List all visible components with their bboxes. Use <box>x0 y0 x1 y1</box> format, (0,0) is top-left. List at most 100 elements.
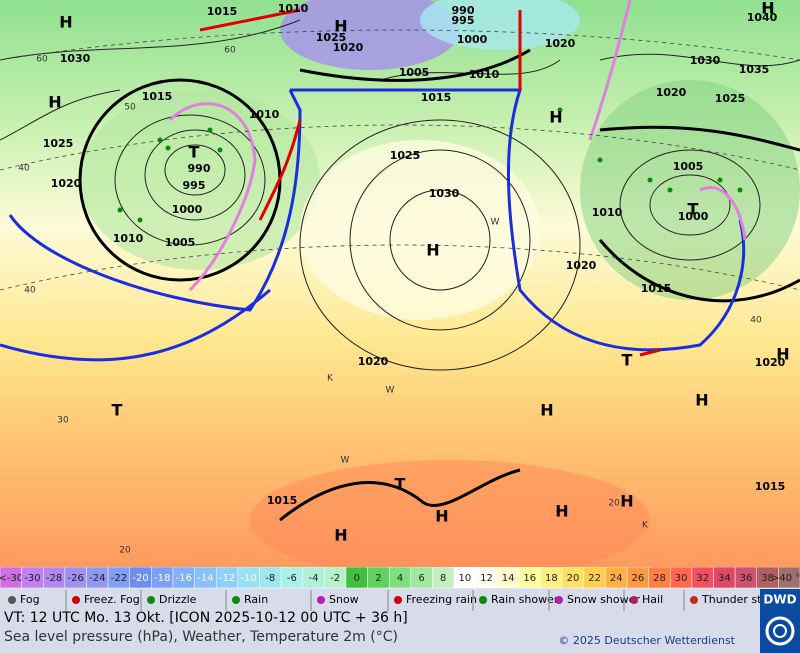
trough-label: T <box>189 143 200 162</box>
warm-area <box>580 80 800 300</box>
isobar-label: 1015 <box>755 480 786 493</box>
isobar-label: 1015 <box>207 5 238 18</box>
logo-bg <box>760 589 800 653</box>
high-pressure-label: H <box>695 391 708 410</box>
scale-label: 16 <box>523 573 536 584</box>
legend: <-30 -30 -28 -26 -24 -22 -20 -18 -16 -14 -12 -10 -8-… <box>0 567 800 653</box>
occlusion <box>168 0 747 292</box>
scale-label: >40 °C <box>771 573 800 584</box>
isobar-label: 1015 <box>142 90 173 103</box>
weather-code: W <box>491 218 500 228</box>
weather-label: Snow <box>329 593 359 606</box>
isobar-label: 1030 <box>690 54 721 67</box>
high-pressure-label: H <box>549 108 562 127</box>
isobar-label: 1030 <box>60 52 91 65</box>
weather-code: K <box>642 521 649 531</box>
weather-label: Rain shower <box>491 593 559 606</box>
high-pressure-label: H <box>334 17 347 36</box>
high-pressure-label: H <box>48 93 61 112</box>
valid-time: VT: 12 UTC Mo. 13 Okt. [ICON 2025-10-12 … <box>4 610 408 626</box>
weather-label: Freez. Fog <box>84 593 140 606</box>
scale-label: 34 <box>718 573 731 584</box>
weather-code: W <box>386 386 395 396</box>
weather-icon <box>479 596 487 604</box>
isobar-label: 1020 <box>566 259 597 272</box>
scale-label: -16 <box>176 573 192 584</box>
trough-label: T <box>688 200 699 219</box>
scale-label: 36 <box>740 573 753 584</box>
graticule-label: 60 <box>224 46 236 56</box>
isobar-label: 1040 <box>747 11 778 24</box>
scale-label: 32 <box>696 573 709 584</box>
scale-label: 8 <box>440 573 446 584</box>
weather-icon <box>72 596 80 604</box>
cold-area <box>420 0 580 50</box>
high-pressure-label: H <box>334 526 347 545</box>
copyright: © 2025 Deutscher Wetterdienst <box>558 634 735 647</box>
isobar-label: 1020 <box>358 355 389 368</box>
hot-area <box>250 460 650 567</box>
high-pressure-label: H <box>426 241 439 260</box>
isobar-label: 1010 <box>113 232 144 245</box>
cold-front <box>0 89 302 362</box>
isobar-label: 995 <box>452 14 475 27</box>
weather-label: Hail <box>642 593 663 606</box>
weather-label: Fog <box>20 593 40 606</box>
high-pressure-label: H <box>776 345 789 364</box>
scale-label: 14 <box>502 573 515 584</box>
isobar-label: 1020 <box>51 177 82 190</box>
weather-icon <box>630 596 638 604</box>
scale-label: 38 <box>761 573 774 584</box>
scale-label: 12 <box>480 573 493 584</box>
scale-label: 18 <box>545 573 558 584</box>
graticule-label: 50 <box>124 103 136 113</box>
graticule-label: 30 <box>57 416 69 426</box>
scale-label: -24 <box>89 573 105 584</box>
trough-label: T <box>112 401 123 420</box>
isobar-label: 1000 <box>172 203 203 216</box>
scale-label: -12 <box>219 573 235 584</box>
graticule-label: 20 <box>119 546 131 556</box>
scale-label: 28 <box>653 573 666 584</box>
warm-front <box>199 8 661 357</box>
high-pressure-label: H <box>435 507 448 526</box>
scale-label: 26 <box>631 573 644 584</box>
scale-label: 0 <box>354 573 360 584</box>
weather-icon <box>690 596 698 604</box>
graticule-label: 40 <box>18 164 30 174</box>
scale-label: -18 <box>154 573 170 584</box>
scale-label: -4 <box>309 573 319 584</box>
warm-area <box>80 90 320 270</box>
cold-area <box>280 0 460 70</box>
description: Sea level pressure (hPa), Weather, Tempe… <box>4 629 398 645</box>
isobar-label: 990 <box>188 162 211 175</box>
rain-symbols <box>117 107 743 223</box>
isobar-label: 1020 <box>656 86 687 99</box>
weather-icon <box>317 596 325 604</box>
cold-front <box>290 88 746 352</box>
high-pressure-label: H <box>59 13 72 32</box>
weather-label: Snow shower <box>567 593 640 606</box>
isobar-label: 1025 <box>316 31 347 44</box>
isobar-label: 1025 <box>390 149 421 162</box>
isobar-label: 1035 <box>739 63 770 76</box>
isobar-label: 1015 <box>641 282 672 295</box>
logo-swirl <box>765 616 795 646</box>
scale-label: 6 <box>418 573 424 584</box>
weather-icon <box>147 596 155 604</box>
weather-code: K <box>327 374 334 384</box>
isobar-label: 1005 <box>673 160 704 173</box>
scale-label: 2 <box>375 573 381 584</box>
scale-label: -20 <box>132 573 148 584</box>
isobar-label: 1010 <box>249 108 280 121</box>
high-pressure-label: H <box>761 0 774 18</box>
isobar-label: 1010 <box>278 2 309 15</box>
trough-label: T <box>395 475 406 494</box>
weather-icon <box>8 596 16 604</box>
isobar-label: 1025 <box>43 137 74 150</box>
isobar-label: 1030 <box>429 187 460 200</box>
logo-text: DWD <box>763 593 796 607</box>
weather-label: Rain <box>244 593 268 606</box>
graticule <box>0 29 800 291</box>
isobar-label: 990 <box>452 4 475 17</box>
